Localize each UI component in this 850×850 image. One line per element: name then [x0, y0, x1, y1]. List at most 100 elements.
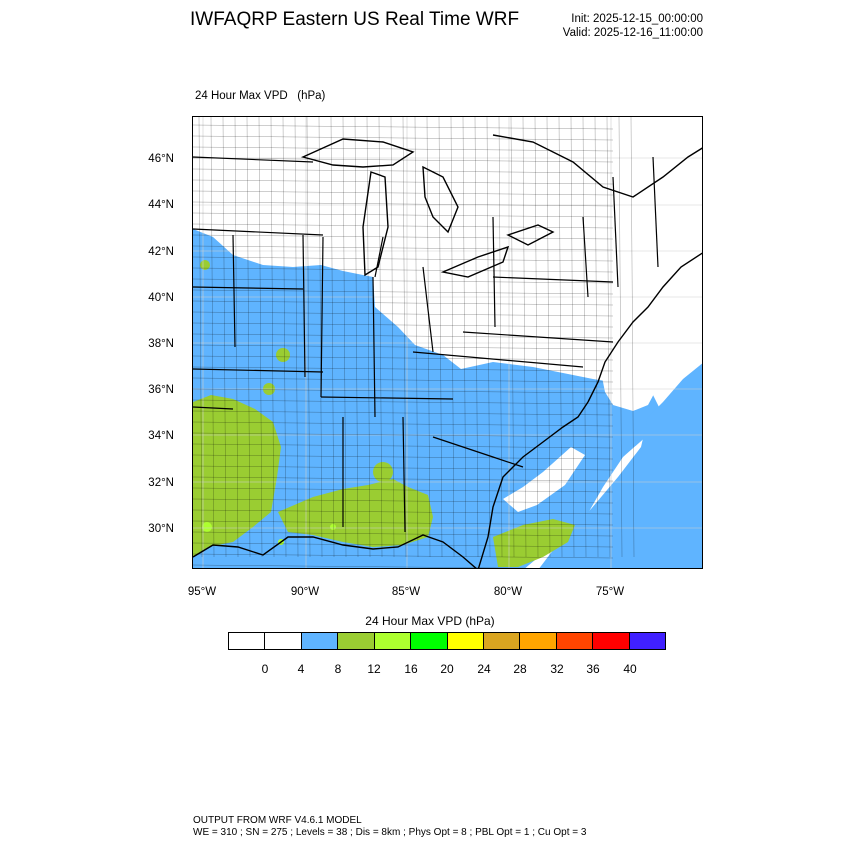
- lon-label-90w: 90°W: [290, 586, 320, 598]
- county-line: [378, 117, 383, 558]
- coastline: [477, 401, 589, 568]
- county-line: [618, 117, 623, 558]
- state-boundary: [492, 216, 496, 328]
- county-line: [193, 531, 614, 537]
- colorbar-swatch-11: [629, 633, 666, 649]
- colorbar-swatch-10: [593, 633, 630, 649]
- vpd-map: [192, 116, 703, 569]
- colorbar-label: 12: [367, 662, 381, 676]
- lat-label-44n: 44°N: [148, 199, 174, 211]
- county-line: [402, 117, 407, 558]
- county-line: [510, 117, 515, 558]
- vpd-fill-layer: [193, 139, 702, 568]
- vpd-region-8-12-west: [193, 395, 281, 557]
- init-time: Init: 2025-12-15_00:00:00: [571, 13, 703, 25]
- county-line: [198, 117, 203, 558]
- lake-huron: [423, 167, 458, 232]
- coastline: [422, 165, 459, 234]
- lat-label-36n: 36°N: [148, 384, 174, 396]
- county-line: [193, 454, 614, 460]
- county-line: [193, 465, 614, 471]
- county-line: [193, 190, 614, 196]
- state-boundary: [412, 351, 584, 368]
- county-line: [462, 117, 467, 558]
- vpd-patch-12-16: [202, 522, 212, 532]
- county-line: [193, 355, 614, 361]
- graticule: [193, 117, 702, 568]
- lon-label-95w: 95°W: [187, 586, 217, 598]
- state-coast-boundaries: [193, 134, 702, 568]
- state-boundary: [422, 266, 434, 353]
- county-line: [606, 117, 611, 558]
- vpd-region-8-12-gulf: [278, 479, 433, 547]
- colorbar: [228, 632, 666, 650]
- county-line: [193, 476, 614, 482]
- model-info-line-2: WE = 310 ; SN = 275 ; Levels = 38 ; Dis …: [193, 827, 587, 838]
- county-line: [193, 168, 614, 174]
- county-line: [318, 117, 323, 558]
- colorbar-swatch-9: [556, 633, 594, 649]
- lake-michigan: [363, 172, 388, 275]
- lat-label-32n: 32°N: [148, 477, 174, 489]
- state-boundary: [612, 176, 619, 288]
- county-line: [193, 157, 614, 163]
- colorbar-swatch-6: [447, 633, 484, 649]
- colorbar-label: 40: [623, 662, 637, 676]
- county-line: [193, 289, 614, 295]
- colorbar-label: 24: [477, 662, 491, 676]
- county-line: [330, 117, 335, 558]
- state-boundary: [374, 236, 384, 278]
- coastline: [193, 534, 477, 568]
- county-line: [193, 366, 614, 372]
- low-vpd-nearshore: [503, 447, 585, 512]
- colorbar-label: 16: [404, 662, 418, 676]
- county-line: [193, 564, 527, 568]
- page-title: IWFAQRP Eastern US Real Time WRF: [190, 9, 520, 30]
- lat-label-40n: 40°N: [148, 292, 174, 304]
- state-boundary: [193, 406, 234, 410]
- lat-label-38n: 38°N: [148, 338, 174, 350]
- ocean-region: [539, 363, 702, 568]
- county-line: [193, 179, 614, 185]
- county-line: [222, 117, 227, 558]
- state-boundary: [302, 234, 306, 378]
- colorbar-swatch-2: [301, 633, 339, 649]
- county-line: [193, 234, 614, 240]
- county-line: [234, 117, 239, 558]
- county-line: [366, 117, 371, 558]
- colorbar-swatch-5: [411, 633, 448, 649]
- colorbar-swatch-1: [265, 633, 302, 649]
- county-line: [193, 399, 614, 405]
- county-line: [258, 117, 263, 558]
- county-line: [294, 117, 299, 558]
- county-line: [193, 311, 614, 317]
- state-boundary: [193, 228, 324, 236]
- county-line: [193, 212, 614, 218]
- county-line: [193, 388, 614, 394]
- coastline: [362, 171, 389, 277]
- county-line: [414, 117, 419, 558]
- lat-label-30n: 30°N: [148, 523, 174, 535]
- county-line: [193, 300, 614, 306]
- colorbar-label: 8: [334, 662, 342, 676]
- vpd-patch: [373, 462, 393, 482]
- county-line: [193, 223, 614, 229]
- field-label: 24 Hour Max VPD (hPa): [195, 90, 326, 102]
- county-line: [193, 201, 614, 207]
- state-boundary: [320, 396, 454, 400]
- lake-erie: [443, 247, 508, 277]
- lat-label-34n: 34°N: [148, 430, 174, 442]
- state-boundary: [232, 234, 236, 348]
- county-line: [193, 509, 614, 515]
- county-line: [193, 377, 614, 383]
- colorbar-label: 36: [586, 662, 600, 676]
- state-boundary: [432, 436, 524, 468]
- coastline: [492, 134, 702, 198]
- state-boundary: [582, 216, 589, 298]
- county-line: [193, 487, 614, 493]
- county-line: [193, 520, 614, 526]
- state-boundary: [462, 331, 614, 343]
- state-boundary: [193, 286, 304, 290]
- county-line: [193, 256, 614, 262]
- county-line: [342, 117, 347, 558]
